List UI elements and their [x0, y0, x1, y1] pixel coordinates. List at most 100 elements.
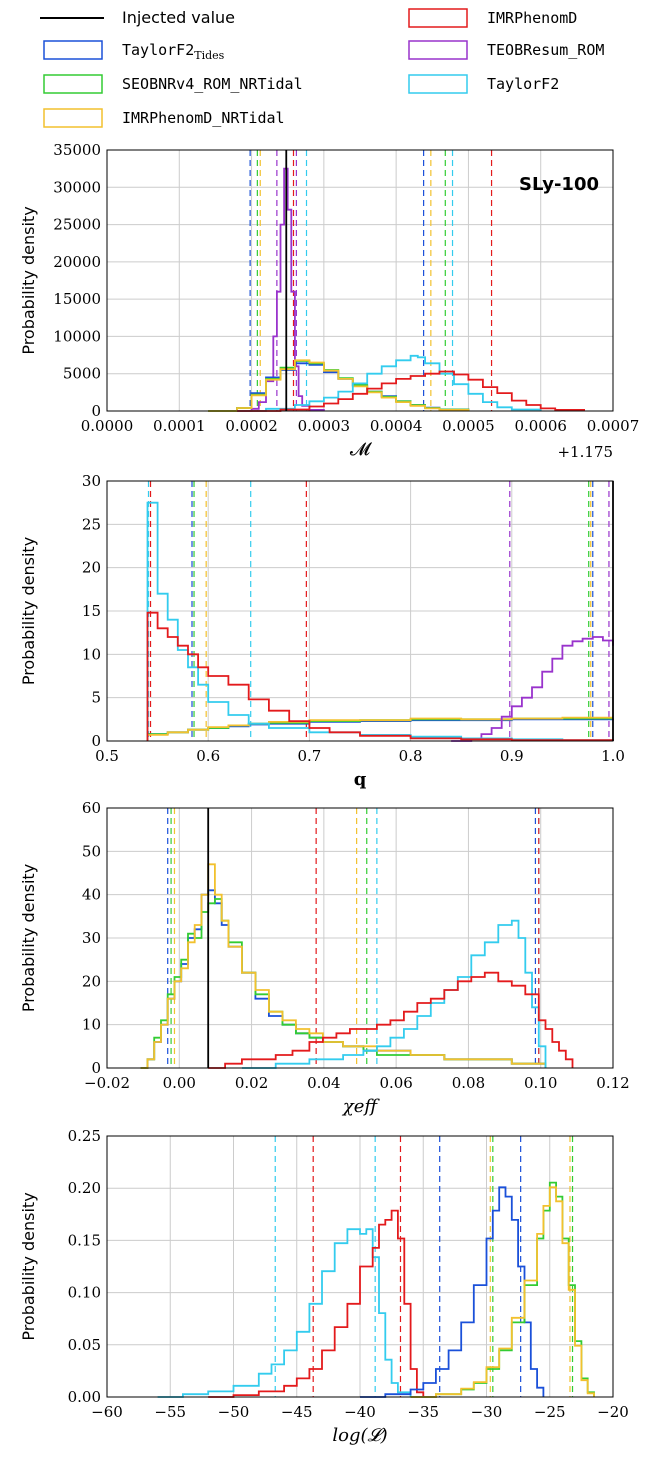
- x-tick-label: 0.6: [196, 747, 220, 765]
- histogram-series: [146, 501, 613, 741]
- x-tick-label: −40: [344, 1403, 376, 1421]
- x-tick-label: 0.12: [596, 1074, 629, 1092]
- x-tick-label: 0.9: [500, 747, 524, 765]
- legend-swatch: [408, 8, 468, 28]
- histogram-series: [146, 718, 614, 741]
- y-tick-label: 20000: [53, 253, 101, 271]
- legend-entry: SEOBNRv4_ROM_NRTidal: [43, 74, 303, 94]
- y-tick-label: 25000: [53, 216, 101, 234]
- x-axis-label: χeff: [341, 1096, 381, 1117]
- y-axis-label: Probability density: [19, 1192, 38, 1340]
- y-axis-label: Probability density: [19, 206, 38, 354]
- x-tick-label: 0.0002: [225, 417, 278, 435]
- x-tick-label: 0.00: [163, 1074, 196, 1092]
- plot-frame: [106, 807, 614, 1069]
- histogram-series: [208, 359, 470, 412]
- legend-entry: TaylorF2Tides: [43, 40, 225, 62]
- y-tick-label: 0.25: [68, 1127, 101, 1145]
- x-tick-label: −60: [91, 1403, 123, 1421]
- legend-entry: TaylorF2: [408, 74, 559, 94]
- histogram-series: [237, 354, 542, 412]
- y-tick-label: 0: [91, 732, 101, 750]
- histogram-series: [208, 971, 574, 1069]
- x-tick-label: 0.0001: [153, 417, 206, 435]
- legend-label-subscript: Tides: [194, 49, 224, 62]
- legend-label: SEOBNRv4_ROM_NRTidal: [122, 75, 303, 93]
- histogram-series: [410, 1181, 595, 1398]
- x-tick-label: 0.7: [297, 747, 321, 765]
- chart-panel-1: 0.0000 0.0001 0.0002 0.0003 0.0004 0.0005 0.00…: [19, 141, 639, 461]
- x-tick-label: −50: [218, 1403, 250, 1421]
- legend-entry: TEOBResum_ROM: [408, 40, 604, 60]
- x-tick-label: −30: [471, 1403, 503, 1421]
- plot-frame: [106, 480, 614, 742]
- y-tick-label: 0.05: [68, 1336, 101, 1354]
- panel-annotation: SLy-100: [519, 174, 599, 195]
- y-tick-label: 40: [82, 886, 101, 904]
- histogram-series: [360, 1186, 545, 1398]
- legend-swatch: [408, 40, 468, 60]
- x-tick-label: 0.08: [452, 1074, 485, 1092]
- x-tick-label: −35: [407, 1403, 439, 1421]
- x-tick-label: 0.02: [235, 1074, 268, 1092]
- y-tick-label: 30000: [53, 178, 101, 196]
- histogram-series: [241, 919, 547, 1069]
- legend-entry: IMRPhenomD_NRTidal: [43, 108, 285, 128]
- y-tick-label: 10: [82, 645, 101, 663]
- y-axis-label: Probability density: [19, 537, 38, 685]
- y-tick-label: 5: [91, 689, 101, 707]
- axis-offset-label: +1.175: [557, 443, 613, 461]
- y-tick-label: 15: [82, 602, 101, 620]
- y-tick-label: 0: [91, 1059, 101, 1077]
- histogram-series: [410, 1186, 595, 1398]
- legend-entry: Injected value: [40, 8, 235, 27]
- y-tick-label: 25: [82, 515, 101, 533]
- x-tick-label: 1.0: [601, 747, 625, 765]
- x-axis-label: 𝓜: [350, 439, 373, 460]
- x-tick-label: 0.8: [399, 747, 423, 765]
- y-tick-label: 10000: [53, 327, 101, 345]
- y-tick-label: 50: [82, 842, 101, 860]
- y-tick-label: 30: [82, 929, 101, 947]
- x-tick-label: −20: [597, 1403, 629, 1421]
- x-tick-label: 0.0005: [442, 417, 495, 435]
- y-tick-label: 20: [82, 972, 101, 990]
- legend-label: TaylorF2: [487, 75, 559, 93]
- y-tick-label: 35000: [53, 141, 101, 159]
- legend-label: TEOBResum_ROM: [487, 41, 604, 59]
- x-tick-label: 0.10: [524, 1074, 557, 1092]
- y-tick-label: 0.00: [68, 1388, 101, 1406]
- chart-panel-4: −60 −55 −50 −45 −40 −35 −30 −25 −20 0.00 0.05 0.10 0…: [19, 1127, 629, 1446]
- chart-panel-2: 0.5 0.6 0.7 0.8 0.9 1.0 0 5 10 15 20 25 30 Probabilit…: [19, 472, 625, 790]
- y-tick-label: 60: [82, 799, 101, 817]
- legend-label: IMRPhenomD: [487, 9, 577, 27]
- legend-swatch: [43, 40, 103, 60]
- histogram-series: [157, 1228, 412, 1398]
- y-tick-label: 15000: [53, 290, 101, 308]
- y-tick-label: 10: [82, 1016, 101, 1034]
- histogram-series: [237, 167, 325, 412]
- histogram-series: [208, 1209, 425, 1398]
- x-tick-label: 0.0007: [587, 417, 640, 435]
- legend-swatch: [43, 108, 103, 128]
- chart-panel-3: −0.02 0.00 0.02 0.04 0.06 0.08 0.10 0.12 0 10 20 30…: [19, 799, 630, 1117]
- x-tick-label: 0.0006: [514, 417, 567, 435]
- legend-swatch: [43, 74, 103, 94]
- x-tick-label: 0.0003: [298, 417, 351, 435]
- y-axis-label: Probability density: [19, 864, 38, 1012]
- x-tick-label: −25: [534, 1403, 566, 1421]
- x-tick-label: 0.06: [379, 1074, 412, 1092]
- y-tick-label: 30: [82, 472, 101, 490]
- histogram-series: [237, 370, 585, 412]
- y-tick-label: 5000: [63, 365, 101, 383]
- legend-swatch: [408, 74, 468, 94]
- x-tick-label: −45: [281, 1403, 313, 1421]
- x-tick-label: 0.0000: [81, 417, 134, 435]
- legend-entry: IMRPhenomD: [408, 8, 577, 28]
- x-tick-label: −55: [154, 1403, 186, 1421]
- legend-label: Injected value: [122, 8, 235, 27]
- x-tick-label: 0.5: [95, 747, 119, 765]
- x-axis-label: q: [354, 769, 367, 790]
